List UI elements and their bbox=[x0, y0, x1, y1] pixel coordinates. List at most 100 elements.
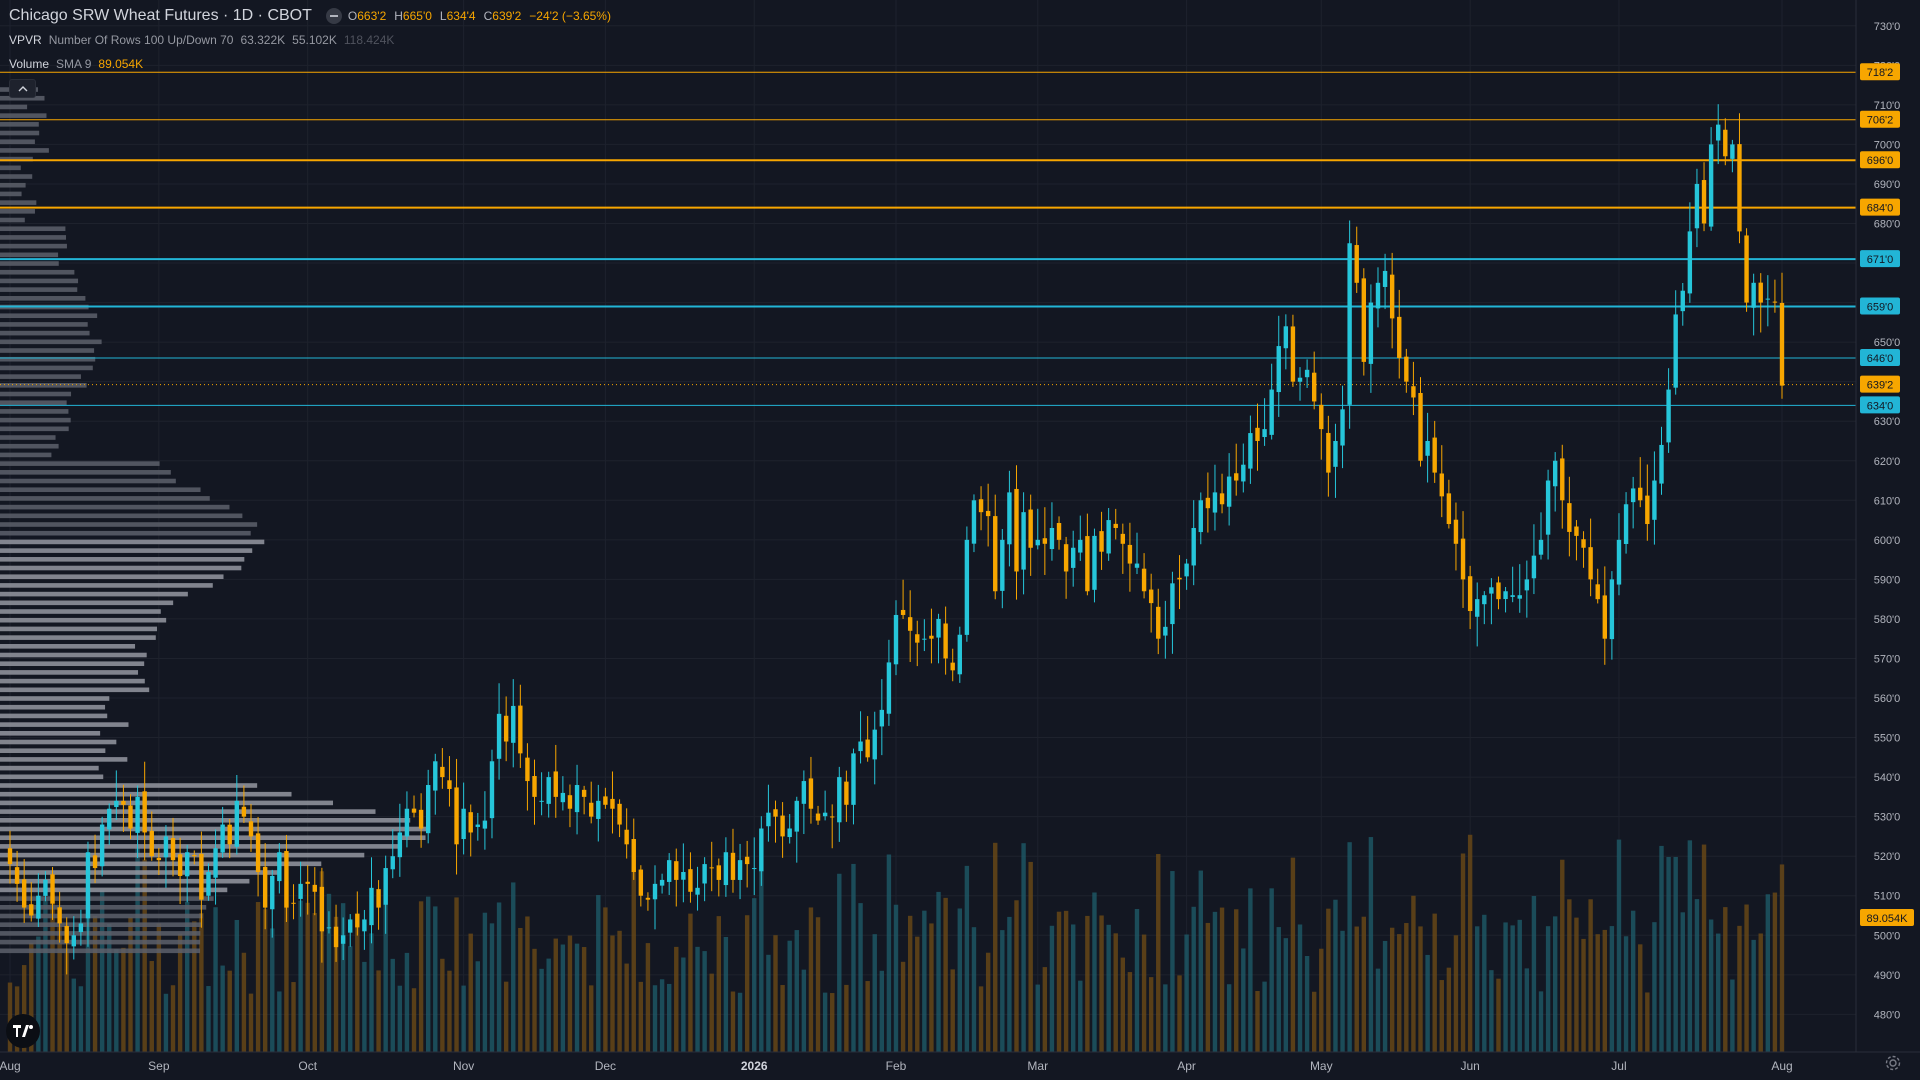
volume-bar bbox=[1113, 933, 1118, 1052]
volume-bar bbox=[1000, 930, 1005, 1052]
candle-body bbox=[1354, 245, 1359, 283]
price-tick-label: 540'0 bbox=[1874, 772, 1901, 784]
vpvr-legend[interactable]: VPVR Number Of Rows 100 Up/Down 70 63.32… bbox=[9, 30, 611, 50]
candle-body bbox=[1737, 144, 1742, 232]
vpvr-bar bbox=[0, 557, 245, 562]
candle-body bbox=[730, 852, 736, 880]
volume-bar bbox=[985, 952, 991, 1052]
volume-bar bbox=[1141, 934, 1147, 1052]
volume-bar bbox=[1453, 935, 1459, 1052]
volume-bar bbox=[1319, 948, 1324, 1052]
price-tick-label: 700'0 bbox=[1874, 139, 1901, 151]
vpvr-bar bbox=[0, 435, 56, 440]
candle-body bbox=[780, 815, 785, 837]
vpvr-bar bbox=[0, 95, 45, 101]
candle-body bbox=[1545, 480, 1551, 535]
vpvr-bar bbox=[0, 174, 33, 179]
candle-body bbox=[1297, 377, 1303, 382]
vpvr-bar bbox=[0, 478, 176, 484]
gear-icon[interactable] bbox=[1884, 1054, 1902, 1072]
candle-body bbox=[581, 789, 587, 797]
volume-bar bbox=[1035, 984, 1040, 1052]
candle-body bbox=[177, 854, 183, 876]
volume-bar bbox=[1496, 978, 1501, 1052]
volume-bar bbox=[1255, 991, 1260, 1052]
volume-bar bbox=[284, 881, 289, 1052]
candle-body bbox=[1234, 473, 1239, 481]
volume-bar bbox=[192, 921, 197, 1052]
candle-body bbox=[659, 879, 665, 886]
time-tick-label: Jun bbox=[1460, 1059, 1479, 1073]
volume-bar bbox=[199, 913, 204, 1052]
candle-body bbox=[1411, 386, 1416, 398]
candle-body bbox=[1276, 346, 1281, 393]
volume-sma-value: 89.054K bbox=[98, 57, 144, 71]
candle-body bbox=[773, 809, 778, 817]
volume-bar bbox=[837, 873, 842, 1052]
volume-bar bbox=[1368, 837, 1374, 1052]
price-tick-label: 650'0 bbox=[1874, 337, 1901, 349]
candle-body bbox=[900, 609, 906, 615]
volume-bar bbox=[1198, 870, 1203, 1052]
volume-bar bbox=[43, 897, 48, 1052]
volume-bar bbox=[213, 907, 218, 1052]
volume-bar bbox=[1645, 992, 1650, 1052]
volume-bar bbox=[1467, 834, 1473, 1052]
volume-bar bbox=[1439, 980, 1444, 1052]
candle-body bbox=[305, 881, 310, 884]
level-price-label: 718'2 bbox=[1867, 67, 1894, 79]
candle-body bbox=[1184, 563, 1189, 577]
volume-bar bbox=[773, 935, 778, 1052]
volume-bar bbox=[1687, 840, 1693, 1052]
volume-bar bbox=[1475, 926, 1480, 1052]
volume-bar bbox=[390, 958, 395, 1052]
tradingview-logo-icon[interactable] bbox=[6, 1014, 40, 1048]
volume-bar bbox=[149, 961, 154, 1052]
vpvr-bar bbox=[0, 887, 228, 893]
candle-body bbox=[964, 539, 970, 635]
vpvr-bar bbox=[0, 530, 251, 536]
candle-body bbox=[830, 816, 835, 818]
vpvr-bar bbox=[0, 904, 207, 910]
candle-body bbox=[1219, 493, 1225, 505]
vpvr-bar bbox=[0, 365, 93, 371]
volume-bar bbox=[1694, 899, 1700, 1052]
volume-bar bbox=[447, 970, 452, 1052]
volume-bar bbox=[1170, 871, 1175, 1052]
candle-body bbox=[1659, 444, 1664, 484]
time-tick-label: 2026 bbox=[741, 1059, 768, 1073]
candle-body bbox=[511, 705, 516, 743]
volume-bar bbox=[1659, 845, 1664, 1052]
volume-bar bbox=[340, 903, 346, 1052]
candle-body bbox=[624, 829, 629, 845]
candle-body bbox=[971, 500, 977, 544]
symbol-title[interactable]: Chicago SRW Wheat Futures · 1D · CBOT bbox=[9, 7, 312, 24]
candle-body bbox=[709, 867, 714, 869]
volume-bar bbox=[241, 952, 247, 1052]
candle-body bbox=[1567, 503, 1572, 532]
candle-body bbox=[922, 638, 927, 640]
price-tick-label: 480'0 bbox=[1874, 1009, 1901, 1021]
volume-bar bbox=[1545, 926, 1551, 1052]
candle-body bbox=[1319, 404, 1324, 430]
candle-body bbox=[766, 812, 771, 827]
volume-legend[interactable]: Volume SMA 9 89.054K bbox=[9, 54, 611, 74]
volume-bar bbox=[107, 924, 112, 1052]
market-status-icon[interactable] bbox=[325, 8, 342, 24]
vpvr-bar bbox=[0, 731, 101, 736]
volume-bar bbox=[1758, 933, 1763, 1052]
candle-body bbox=[907, 617, 913, 631]
volume-bar bbox=[716, 916, 721, 1052]
volume-bar bbox=[553, 938, 558, 1052]
volume-bar bbox=[50, 895, 55, 1052]
volume-bar bbox=[468, 933, 473, 1052]
volume-bar bbox=[29, 942, 34, 1052]
vpvr-up-volume: 63.322K bbox=[240, 33, 286, 47]
volume-bar bbox=[525, 916, 530, 1052]
vpvr-bar bbox=[0, 504, 230, 510]
candle-body bbox=[489, 761, 495, 819]
vpvr-bar bbox=[0, 217, 25, 223]
collapse-legend-button[interactable] bbox=[9, 79, 36, 98]
vpvr-bar bbox=[0, 765, 99, 771]
